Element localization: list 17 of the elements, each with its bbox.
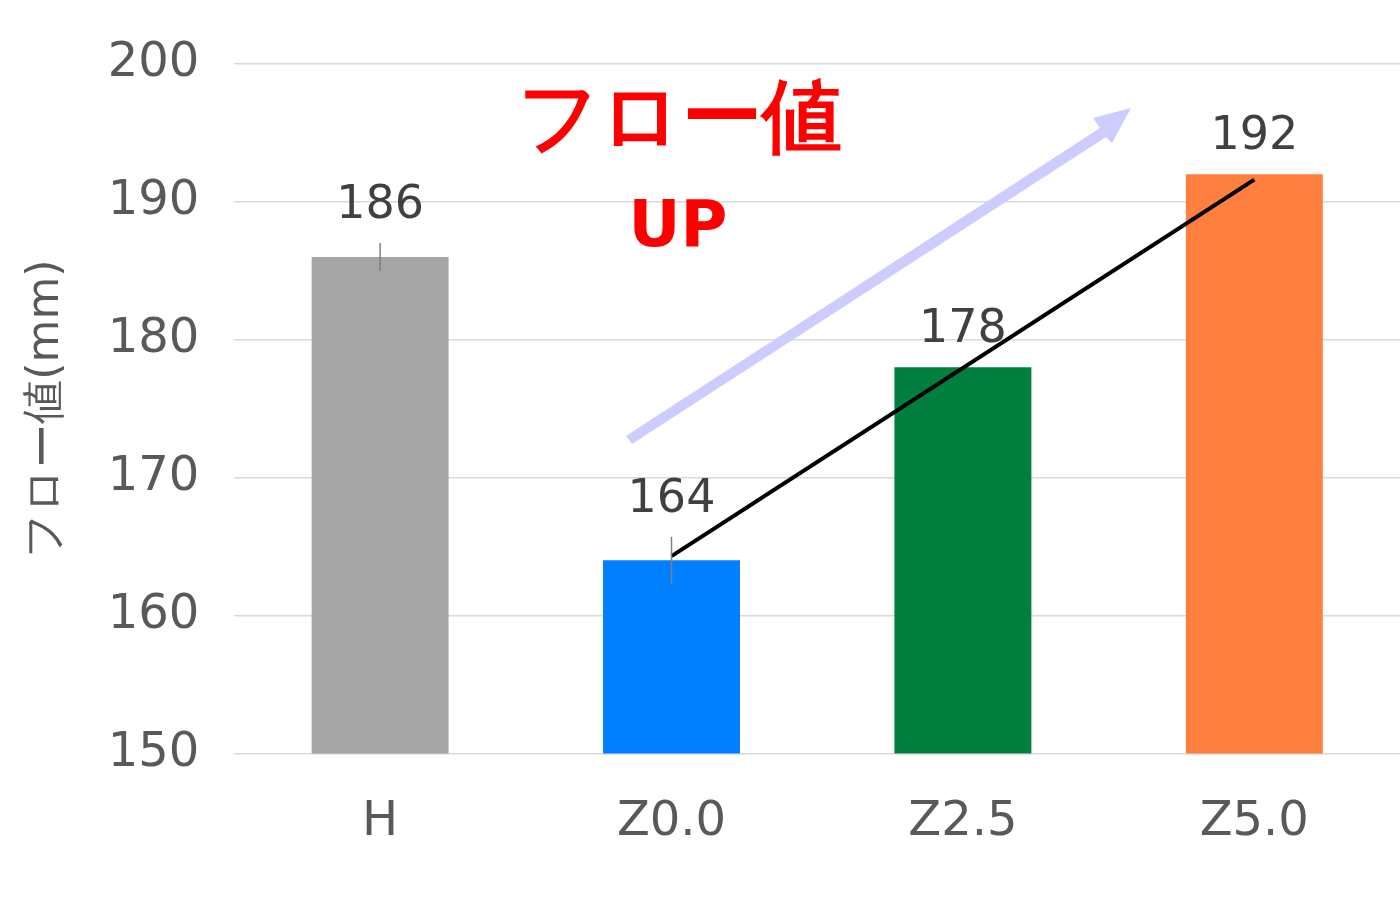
data-label: 164 (627, 468, 716, 523)
y-tick-label: 180 (107, 307, 200, 364)
y-tick-label: 160 (107, 582, 200, 639)
x-tick-label: Z5.0 (1199, 789, 1309, 846)
data-label: 192 (1210, 106, 1299, 161)
x-tick-label: Z0.0 (616, 789, 727, 846)
x-tick-label: Z2.5 (908, 789, 1018, 846)
x-tick-label: H (362, 789, 399, 846)
data-label: 186 (336, 175, 425, 230)
y-tick-label: 150 (107, 720, 200, 777)
y-tick-label: 170 (107, 445, 200, 502)
y-axis-title: フロー値(mm) (16, 259, 68, 558)
data-label: 178 (919, 299, 1007, 354)
annotation: フロー値 (518, 69, 842, 165)
y-tick-label: 190 (107, 169, 200, 226)
annotation: UP (628, 187, 728, 261)
y-tick-label: 200 (107, 31, 200, 88)
